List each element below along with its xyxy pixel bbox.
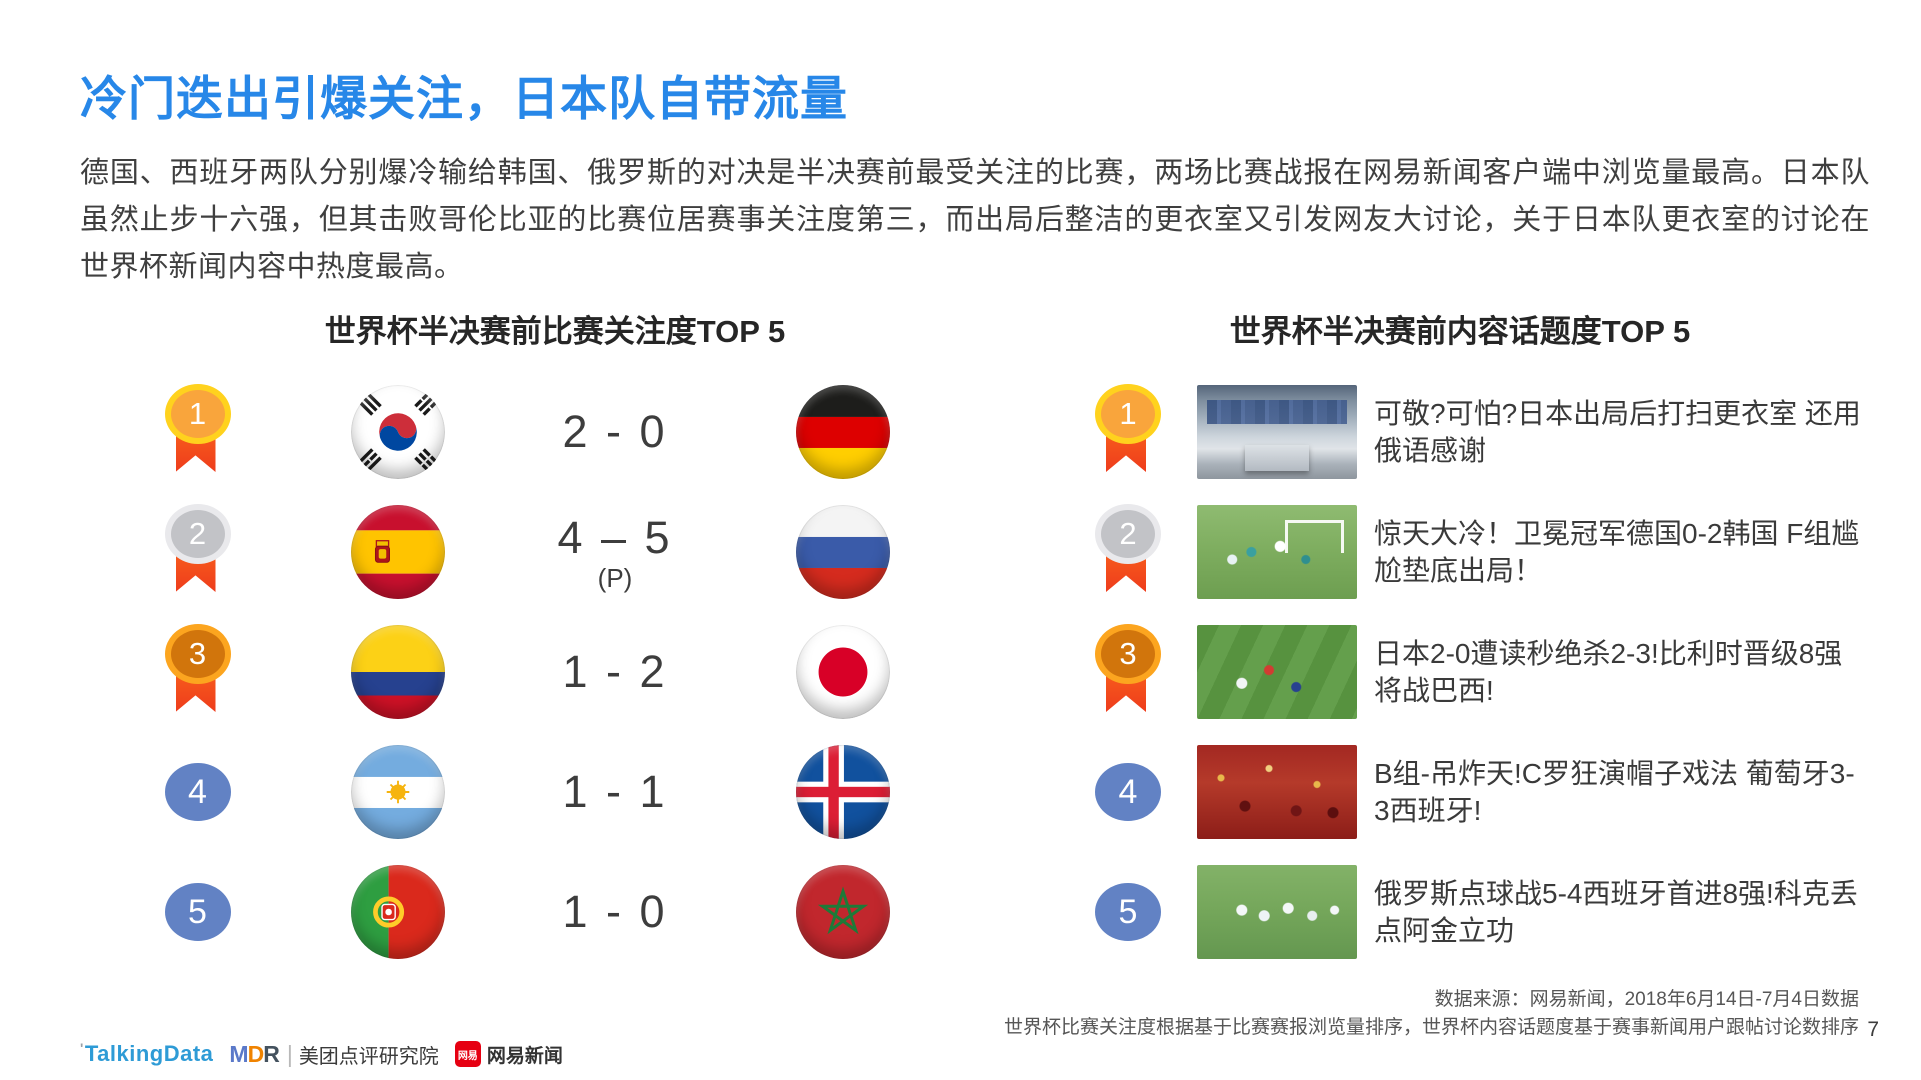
talkingdata-logo-mark: ' <box>80 1040 84 1056</box>
topic-row-1: 1 可敬?可怕?日本出局后打扫更衣室 还用俄语感谢 <box>1060 372 1870 492</box>
page-title: 冷门迭出引爆关注，日本队自带流量 <box>80 72 848 125</box>
rank-number: 2 <box>164 504 231 564</box>
mdr-letter-r: R <box>263 1040 280 1067</box>
netease-news-logo: 网易 网易新闻 <box>454 1041 563 1068</box>
talkingdata-logo: ' TalkingData <box>80 1041 213 1067</box>
flag-argentina-icon <box>350 745 445 839</box>
topic-row-4: 4 B组-吊炸天!C罗狂演帽子戏法 葡萄牙3-3西班牙! <box>1060 732 1870 852</box>
left-panel-title: 世界杯半决赛前比赛关注度TOP 5 <box>324 314 786 349</box>
mdr-letter-d: D <box>247 1040 265 1067</box>
rank-1-gold-medal-icon: 1 <box>164 384 231 480</box>
match-ranking-list: 1 <box>80 372 1030 972</box>
rank-5-badge: 5 <box>164 883 231 941</box>
flag-colombia-icon <box>350 625 445 719</box>
match-row-2: 2 4 – 5 (P) <box>80 492 1030 612</box>
rank-4-badge: 4 <box>1095 763 1161 821</box>
footer-logos: ' TalkingData M D R | 美团点评研究院 网易 网易新闻 <box>80 1038 563 1070</box>
netease-badge-icon: 网易 <box>454 1041 481 1067</box>
mdr-letter-m: M <box>229 1040 248 1067</box>
article-thumbnail-fans-crowd <box>1197 745 1357 839</box>
article-thumbnail-russia-celebration <box>1197 865 1357 959</box>
rank-5-badge: 5 <box>1095 883 1161 941</box>
flag-south-korea-icon <box>350 385 445 479</box>
match-score: 2 - 0 <box>562 406 668 457</box>
match-score: 4 – 5 <box>557 511 673 563</box>
article-thumbnail-locker-room <box>1197 385 1357 479</box>
rank-1-gold-medal-icon: 1 <box>1095 384 1161 480</box>
topic-row-3: 3 日本2-0遭读秒绝杀2-3!比利时晋级8强将战巴西! <box>1060 612 1870 732</box>
article-thumbnail-germany-korea <box>1197 505 1357 599</box>
meituan-research-label: 美团点评研究院 <box>298 1045 439 1068</box>
article-thumbnail-japan-belgium <box>1197 625 1357 719</box>
article-headline: 日本2-0遭读秒绝杀2-3!比利时晋级8强将战巴西! <box>1374 638 1843 706</box>
flag-morocco-icon <box>796 865 890 959</box>
match-row-5: 5 1 - 0 <box>80 852 1030 972</box>
match-row-3: 3 1 - 2 <box>80 612 1030 732</box>
rank-4-badge: 4 <box>164 763 231 821</box>
right-panel-title: 世界杯半决赛前内容话题度TOP 5 <box>1229 314 1691 349</box>
rank-2-silver-medal-icon: 2 <box>164 504 231 600</box>
rank-number: 1 <box>164 384 231 444</box>
flag-japan-icon <box>796 625 890 719</box>
match-score: 1 - 2 <box>562 646 668 697</box>
rank-number: 1 <box>1095 384 1161 444</box>
rank-number: 3 <box>164 624 231 684</box>
article-headline: 可敬?可怕?日本出局后打扫更衣室 还用俄语感谢 <box>1374 398 1861 466</box>
flag-portugal-icon <box>350 865 445 959</box>
talkingdata-logo-text: TalkingData <box>84 1041 214 1066</box>
match-score: 1 - 1 <box>562 766 668 817</box>
article-headline: 惊天大冷！卫冕冠军德国0-2韩国 F组尴尬垫底出局！ <box>1374 518 1860 586</box>
page-number: 7 <box>1867 1018 1879 1041</box>
match-row-4: 4 1 - 1 <box>80 732 1030 852</box>
data-source-line1: 数据来源：网易新闻，2018年6月14日-7月4日数据 <box>1434 989 1859 1010</box>
penalty-note: (P) <box>597 562 633 593</box>
logo-divider: | <box>286 1040 293 1067</box>
topic-row-5: 5 俄罗斯点球战5-4西班牙首进8强!科克丢点阿金立功 <box>1060 852 1870 972</box>
flag-spain-icon <box>350 505 445 599</box>
netease-news-label: 网易新闻 <box>486 1045 563 1067</box>
match-score: 1 - 0 <box>562 886 668 937</box>
topic-ranking-list: 1 可敬?可怕?日本出局后打扫更衣室 还用俄语感谢 2 惊天大冷！卫冕冠军德国0… <box>1060 372 1870 972</box>
topic-row-2: 2 惊天大冷！卫冕冠军德国0-2韩国 F组尴尬垫底出局！ <box>1060 492 1870 612</box>
article-headline: 俄罗斯点球战5-4西班牙首进8强!科克丢点阿金立功 <box>1374 878 1858 946</box>
rank-number: 2 <box>1095 504 1161 564</box>
rank-2-silver-medal-icon: 2 <box>1095 504 1161 600</box>
match-row-1: 1 <box>80 372 1030 492</box>
article-headline: B组-吊炸天!C罗狂演帽子戏法 葡萄牙3-3西班牙! <box>1374 758 1855 826</box>
mdr-meituan-research-logo: M D R | 美团点评研究院 <box>229 1040 438 1069</box>
rank-number: 3 <box>1095 624 1161 684</box>
flag-russia-icon <box>796 505 890 599</box>
rank-3-bronze-medal-icon: 3 <box>164 624 231 720</box>
flag-germany-icon <box>796 385 890 479</box>
rank-3-bronze-medal-icon: 3 <box>1095 624 1161 720</box>
flag-iceland-icon <box>796 745 890 839</box>
data-source-note: 数据来源：网易新闻，2018年6月14日-7月4日数据 世界杯比赛关注度根据基于… <box>1004 986 1859 1042</box>
intro-paragraph: 德国、西班牙两队分别爆冷输给韩国、俄罗斯的对决是半决赛前最受关注的比赛，两场比赛… <box>80 157 1870 283</box>
data-source-line2: 世界杯比赛关注度根据基于比赛赛报浏览量排序，世界杯内容话题度基于赛事新闻用户跟帖… <box>1003 1017 1859 1038</box>
